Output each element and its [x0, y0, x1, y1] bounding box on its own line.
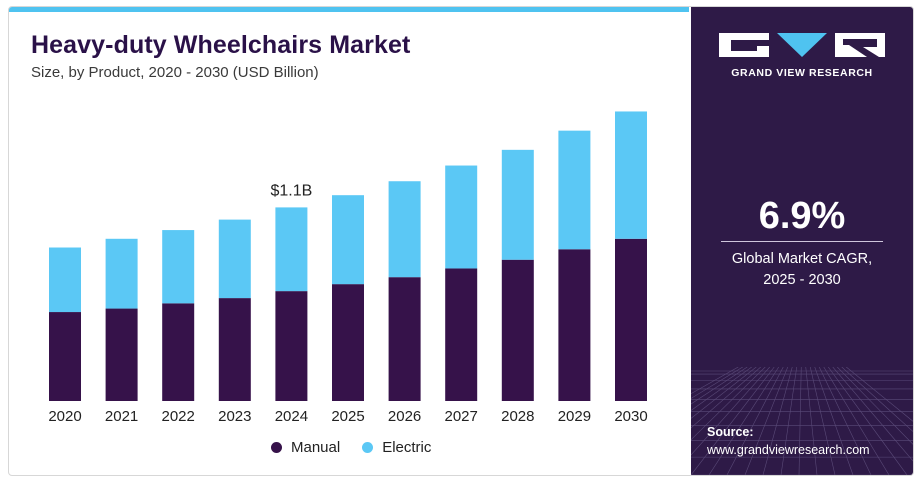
- grid-line: [809, 367, 836, 475]
- legend-label-manual: Manual: [291, 439, 341, 456]
- source-link[interactable]: www.grandviewresearch.com: [707, 443, 870, 457]
- grid-line: [832, 367, 913, 462]
- bar-electric-2025: [332, 195, 364, 285]
- grid-line: [818, 367, 872, 475]
- bar-manual-2022: [162, 303, 195, 401]
- bar-electric-2030: [615, 111, 647, 239]
- cagr-label-line2: 2025 - 2030: [763, 272, 841, 288]
- data-label-2024: $1.1B: [270, 182, 312, 199]
- bar-manual-2024: [275, 291, 308, 401]
- bar-manual-2021: [105, 308, 138, 401]
- x-tick-label-2024: 2024: [275, 408, 308, 425]
- legend-label-electric: Electric: [382, 439, 432, 456]
- bar-manual-2029: [558, 249, 591, 401]
- grid-line: [837, 367, 913, 445]
- grid-line: [823, 367, 890, 475]
- grid-line: [744, 367, 789, 475]
- grand-view-research-logo-icon: [719, 33, 885, 57]
- cagr-divider: [721, 241, 883, 242]
- grid-line: [762, 367, 793, 475]
- grid-line: [691, 367, 770, 456]
- x-tick-label-2023: 2023: [218, 408, 251, 425]
- x-tick-label-2028: 2028: [501, 408, 534, 425]
- bar-electric-2026: [388, 181, 421, 278]
- x-tick-label-2029: 2029: [558, 408, 591, 425]
- bar-manual-2023: [218, 298, 251, 401]
- legend-swatch-manual: [271, 442, 282, 453]
- grid-line: [691, 367, 752, 411]
- grid-line: [798, 367, 802, 475]
- chart-subtitle: Size, by Product, 2020 - 2030 (USD Billi…: [31, 64, 319, 81]
- bar-electric-2023: [218, 219, 251, 299]
- cagr-value: 6.9%: [758, 195, 846, 237]
- x-tick-label-2025: 2025: [331, 408, 364, 425]
- grid-line: [726, 367, 784, 475]
- x-tick-label-2022: 2022: [162, 408, 195, 425]
- grid-background-decoration: [691, 367, 913, 475]
- bar-electric-2020: [49, 247, 81, 313]
- source-label: Source:: [707, 425, 754, 439]
- grid-line: [691, 367, 757, 419]
- bar-manual-2020: [49, 312, 81, 401]
- chart-card: Heavy-duty Wheelchairs Market Size, by P…: [8, 6, 914, 476]
- grid-line: [691, 367, 766, 441]
- bar-manual-2025: [332, 284, 364, 401]
- accent-bar: [9, 7, 689, 12]
- brand-name: GRAND VIEW RESEARCH: [731, 67, 873, 79]
- bar-electric-2021: [105, 238, 138, 309]
- chart-title: Heavy-duty Wheelchairs Market: [31, 31, 411, 59]
- info-panel: GRAND VIEW RESEARCH 6.9% Global Market C…: [691, 7, 913, 475]
- bar-chart: 2020 2021 2022 2023 2024 $1.1B 2025 2026 2027 202…: [48, 111, 648, 425]
- bar-manual-2026: [388, 277, 421, 401]
- grid-line: [780, 367, 798, 475]
- bar-electric-2022: [162, 230, 195, 304]
- grid-line: [691, 367, 739, 395]
- x-tick-label-2020: 2020: [48, 408, 81, 425]
- bar-electric-2024: [275, 207, 308, 292]
- bar-electric-2029: [558, 130, 591, 250]
- grid-line: [828, 367, 908, 475]
- bar-manual-2027: [445, 268, 478, 401]
- cagr-label-line1: Global Market CAGR,: [731, 251, 873, 267]
- chart-legend: Manual Electric: [271, 439, 453, 456]
- bar-manual-2030: [615, 238, 647, 401]
- grid-line: [691, 367, 761, 429]
- bar-manual-2028: [501, 259, 534, 401]
- legend-swatch-electric: [362, 442, 374, 453]
- grid-line: [814, 367, 854, 475]
- x-tick-label-2027: 2027: [445, 408, 478, 425]
- grid-line: [691, 367, 775, 475]
- x-tick-label-2026: 2026: [388, 408, 421, 425]
- grid-line: [708, 367, 780, 475]
- x-tick-label-2021: 2021: [105, 408, 138, 425]
- bar-electric-2028: [501, 149, 534, 260]
- x-tick-label-2030: 2030: [614, 408, 647, 425]
- grid-line: [841, 367, 913, 432]
- grid-line: [846, 367, 913, 422]
- grid-line: [805, 367, 818, 475]
- grid-line: [691, 367, 743, 399]
- legend-item-electric: Electric: [362, 439, 431, 456]
- cagr-label: Global Market CAGR, 2025 - 2030: [691, 249, 913, 291]
- legend-item-manual: Manual: [271, 439, 340, 456]
- bar-electric-2027: [445, 165, 478, 269]
- grid-line: [691, 367, 748, 405]
